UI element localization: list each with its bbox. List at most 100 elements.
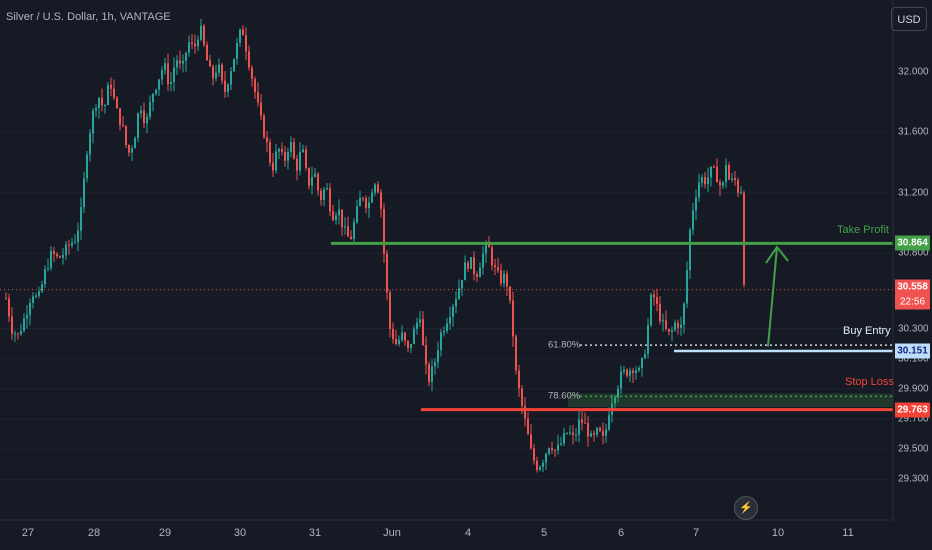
candle xyxy=(677,319,679,335)
candle xyxy=(500,263,502,287)
price-tick: 30.100 xyxy=(898,353,929,365)
currency-button[interactable]: USD xyxy=(891,7,927,31)
candle xyxy=(533,443,535,465)
candle xyxy=(59,255,61,259)
candle xyxy=(53,246,55,262)
candle xyxy=(200,18,202,42)
candle xyxy=(113,79,115,101)
candle xyxy=(56,252,58,259)
candle xyxy=(551,441,553,454)
candle xyxy=(449,306,451,330)
candle xyxy=(395,329,397,346)
candle xyxy=(287,147,289,170)
candle xyxy=(512,291,514,347)
candle xyxy=(191,34,193,50)
candle xyxy=(173,57,175,92)
candle xyxy=(158,79,160,96)
price-tick: 29.700 xyxy=(898,413,929,425)
candle xyxy=(20,323,22,336)
candle xyxy=(743,190,745,288)
candle xyxy=(146,113,148,134)
candle xyxy=(515,334,517,375)
candle xyxy=(227,82,229,97)
candle xyxy=(23,313,25,333)
candle xyxy=(296,154,298,181)
candle xyxy=(686,261,688,309)
candle xyxy=(632,368,634,383)
time-tick: 31 xyxy=(308,527,322,539)
candle xyxy=(35,292,37,299)
candle xyxy=(503,270,505,288)
candle xyxy=(548,447,550,456)
candle xyxy=(620,365,622,394)
candle xyxy=(194,34,196,54)
candle xyxy=(452,303,454,327)
trade-levels xyxy=(0,241,893,412)
candle xyxy=(326,183,328,191)
price-tick: 30.800 xyxy=(898,247,929,259)
candle xyxy=(728,162,730,181)
candle xyxy=(698,173,700,203)
candle xyxy=(65,241,67,260)
chart-title: Silver / U.S. Dollar, 1h, VANTAGE xyxy=(6,11,171,23)
candle xyxy=(218,58,220,77)
candle xyxy=(14,330,16,342)
candle xyxy=(197,35,199,52)
candle xyxy=(134,136,136,149)
candle xyxy=(437,341,439,369)
candle xyxy=(605,423,607,443)
stop-loss-label: Stop Loss xyxy=(845,375,894,388)
time-tick: 11 xyxy=(842,527,854,539)
candle xyxy=(539,465,541,472)
target-arrow-head xyxy=(765,245,789,264)
candle xyxy=(524,396,526,427)
candle xyxy=(206,41,208,61)
candle xyxy=(362,196,364,202)
candle xyxy=(569,425,571,436)
candle xyxy=(692,202,694,236)
tradingview-logo-icon[interactable]: ⚡ xyxy=(734,496,758,520)
price-tick: 29.500 xyxy=(898,443,929,455)
candle xyxy=(47,258,49,272)
candle xyxy=(101,88,103,112)
candle xyxy=(734,171,736,186)
candle xyxy=(92,107,94,144)
candle xyxy=(722,181,724,189)
candle xyxy=(635,366,637,380)
current-price-badge: 30.558 xyxy=(895,279,930,295)
candle xyxy=(572,424,574,445)
buy-entry-badge: 30.151 xyxy=(895,343,930,359)
candle xyxy=(710,166,712,187)
candle xyxy=(542,459,544,473)
price-tick: 29.900 xyxy=(898,383,929,395)
candle xyxy=(50,245,52,271)
candle xyxy=(233,58,235,72)
candle xyxy=(557,434,559,455)
candle xyxy=(554,449,556,457)
candle xyxy=(305,145,307,171)
candle xyxy=(506,270,508,297)
fib-zone xyxy=(568,393,893,407)
candle xyxy=(182,54,184,73)
candle xyxy=(266,131,268,153)
take-profit-label: Take Profit xyxy=(837,224,889,237)
candle xyxy=(443,326,445,337)
candle xyxy=(251,65,253,87)
candle xyxy=(596,426,598,437)
candle xyxy=(239,28,241,47)
candle xyxy=(371,188,373,204)
time-tick: 28 xyxy=(87,527,101,539)
candle xyxy=(140,105,142,118)
candle xyxy=(365,195,367,214)
candle xyxy=(563,427,565,447)
candle xyxy=(119,108,121,131)
time-tick: 5 xyxy=(540,527,548,539)
candle xyxy=(356,199,358,224)
candle xyxy=(269,138,271,167)
candle xyxy=(74,234,76,245)
candle xyxy=(86,151,88,183)
time-tick: 30 xyxy=(233,527,247,539)
candle xyxy=(470,256,472,270)
time-tick: 29 xyxy=(158,527,172,539)
